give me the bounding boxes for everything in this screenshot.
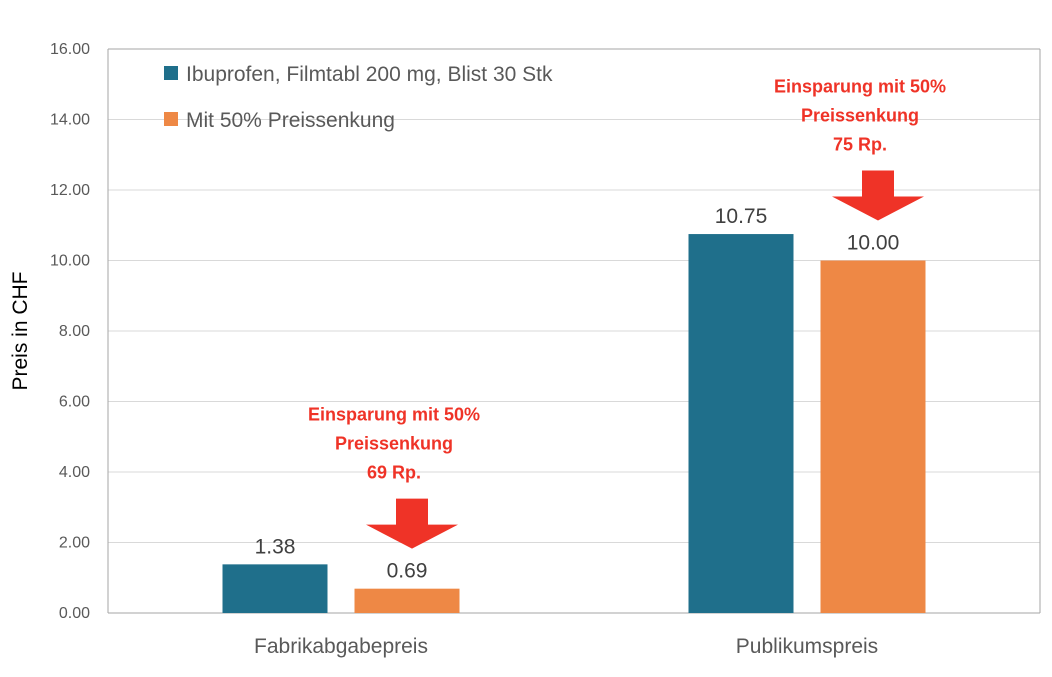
bars: [222, 234, 926, 613]
y-axis-title: Preis in CHF: [9, 271, 32, 390]
gridlines: [108, 48, 1040, 543]
data-label: 1.38: [255, 535, 296, 558]
data-label: 10.75: [715, 205, 768, 228]
y-tick-label: 4.00: [59, 464, 90, 481]
annotation-text: Einsparung mit 50%: [308, 405, 480, 425]
y-tick-label: 2.00: [59, 535, 90, 552]
y-tick-label: 0.00: [59, 605, 90, 622]
y-tick-label: 16.00: [50, 41, 90, 58]
legend-label-series-1: Ibuprofen, Filmtabl 200 mg, Blist 30 Stk: [186, 63, 553, 86]
bar-1-1: [222, 564, 328, 613]
bar-1-2: [688, 234, 794, 613]
annotation-text: Einsparung mit 50%: [774, 77, 946, 97]
legend: Ibuprofen, Filmtabl 200 mg, Blist 30 Stk…: [164, 63, 553, 132]
labels: 0.00 2.00 4.00 6.00 8.00 10.00 12.00 14.00 16.00…: [50, 41, 899, 658]
down-arrow-icon: [832, 170, 924, 221]
legend-label-series-2: Mit 50% Preissenkung: [186, 109, 395, 132]
annotation-text: 69 Rp.: [367, 463, 421, 483]
annotation-text: Preissenkung: [335, 434, 453, 454]
data-label: 10.00: [847, 232, 900, 255]
y-tick-label: 14.00: [50, 112, 90, 129]
data-label: 0.69: [387, 560, 428, 583]
x-category-label: Publikumspreis: [736, 635, 878, 658]
bar-2-1: [354, 588, 460, 613]
down-arrow-icon: [366, 498, 458, 549]
bar-2-2: [820, 260, 926, 613]
legend-swatch-series-2: [164, 112, 178, 126]
legend-swatch-series-1: [164, 66, 178, 80]
y-tick-label: 6.00: [59, 394, 90, 411]
annotations: Einsparung mit 50% Preissenkung 69 Rp. Eins…: [308, 77, 946, 549]
annotation-text: Preissenkung: [801, 106, 919, 126]
x-category-label: Fabrikabgabepreis: [254, 635, 428, 658]
y-tick-label: 10.00: [50, 253, 90, 270]
y-tick-label: 8.00: [59, 323, 90, 340]
annotation-text: 75 Rp.: [833, 135, 887, 155]
y-tick-label: 12.00: [50, 182, 90, 199]
